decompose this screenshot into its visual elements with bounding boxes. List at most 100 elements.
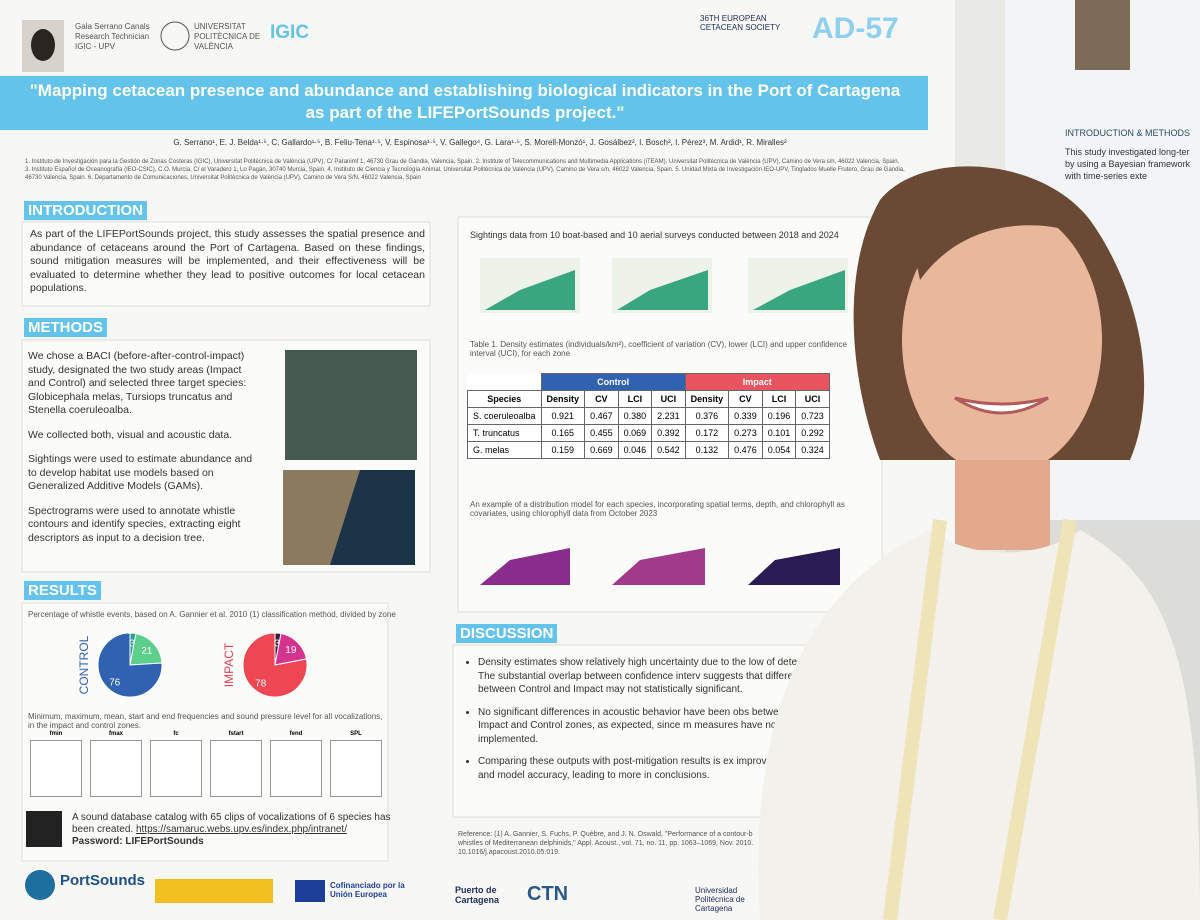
cell: 0.046 bbox=[617, 441, 653, 459]
cell: 0.132 bbox=[684, 441, 730, 459]
violin-panel: fend bbox=[270, 731, 322, 797]
column-header: Density bbox=[540, 390, 586, 408]
violin-title: SPL bbox=[350, 731, 362, 737]
violin-title: fend bbox=[289, 731, 303, 737]
map-heat bbox=[480, 548, 570, 585]
footer-logo: CTN bbox=[527, 883, 569, 905]
person-org: IGIC - UPV bbox=[75, 42, 116, 51]
institute: IGIC bbox=[270, 22, 310, 43]
methods-text: We chose a BACI (before-after-control-im… bbox=[28, 350, 260, 556]
pie-value: 21 bbox=[141, 646, 153, 657]
violin-panel: fmax bbox=[90, 731, 142, 797]
section-heading: INTRODUCTION bbox=[24, 201, 147, 220]
discussion-list: Density estimates show relatively high u… bbox=[460, 656, 828, 791]
distribution-caption: An example of a distribution model for e… bbox=[470, 500, 845, 518]
cell: S. coeruleoalba bbox=[467, 407, 542, 425]
map-sea-2 bbox=[330, 470, 415, 565]
methods-paragraph: Spectrograms were used to annotate whist… bbox=[28, 504, 241, 544]
column-header: Density bbox=[684, 390, 730, 408]
reference: Reference: (1) A. Gannier, S. Fuchs, P. … bbox=[458, 831, 754, 856]
sightings-caption: Sightings data from 10 boat-based and 10… bbox=[470, 230, 839, 240]
column-header: LCI bbox=[617, 390, 653, 408]
intro-text: As part of the LIFEPortSounds project, t… bbox=[30, 228, 425, 294]
map-heat bbox=[612, 548, 705, 585]
footer-logo: Universidad Politécnica de Cartagena bbox=[695, 886, 745, 913]
group-row: Control Impact bbox=[468, 373, 830, 391]
violin-plots: fmin fmax fc fstart fend SPL bbox=[30, 731, 390, 800]
table-row: G. melas 0.159 0.669 0.046 0.542 0.132 0.476 0.… bbox=[467, 441, 830, 459]
spain-logo bbox=[155, 879, 273, 903]
discussion-bullet: No significant differences in acoustic b… bbox=[478, 706, 828, 747]
cell bbox=[468, 374, 542, 391]
intro-box bbox=[21, 221, 431, 307]
cell: 0.324 bbox=[795, 441, 830, 459]
neighbor-text: This study investigated long-ter by usin… bbox=[1065, 147, 1191, 181]
pie-slice bbox=[242, 632, 308, 698]
database-block: A sound database catalog with 65 clips o… bbox=[72, 812, 392, 848]
title-bar bbox=[0, 76, 928, 130]
map-heat bbox=[753, 270, 845, 310]
discussion-bullet: Density estimates show relatively high u… bbox=[478, 656, 828, 697]
cell: 0.165 bbox=[540, 424, 586, 442]
cell: 0.380 bbox=[617, 407, 653, 425]
database-text: A sound database catalog with 65 clips o… bbox=[72, 812, 391, 835]
cell: 0.921 bbox=[540, 407, 586, 425]
map-heat bbox=[617, 270, 708, 310]
pie-value: 19 bbox=[285, 645, 297, 656]
shirt bbox=[758, 530, 1200, 920]
violin-panel: fmin bbox=[30, 731, 82, 797]
eu-flag bbox=[295, 880, 325, 902]
cell: 0.069 bbox=[617, 424, 653, 442]
pie-slice bbox=[129, 632, 163, 666]
cell: 0.172 bbox=[684, 424, 730, 442]
cell: T. truncatus bbox=[467, 424, 542, 442]
cell: 0.455 bbox=[584, 424, 619, 442]
upv-logo bbox=[160, 21, 190, 51]
violin-title: fmin bbox=[49, 731, 63, 737]
discussion-bullet: Comparing these outputs with post-mitiga… bbox=[478, 755, 828, 782]
results-box bbox=[21, 602, 389, 862]
table-caption: Table 1. Density estimates (individuals/… bbox=[470, 340, 847, 358]
password: Password: LIFEPortSounds bbox=[72, 836, 204, 847]
section-heading: DISCUSSION bbox=[456, 624, 558, 643]
sighting-maps bbox=[480, 258, 848, 313]
neighbor-heading: INTRODUCTION & METHODS bbox=[1065, 128, 1190, 138]
map-sea bbox=[285, 350, 417, 460]
header-row: Species Density CV LCI UCI Density CV LCI UCI bbox=[467, 390, 830, 408]
pie-slice bbox=[97, 632, 163, 698]
footer-logo: PortSounds bbox=[60, 872, 145, 889]
violin-panel: fstart bbox=[210, 731, 262, 797]
person-role: Research Technician bbox=[75, 32, 150, 41]
violin-title: fc bbox=[173, 731, 179, 737]
author-hair bbox=[31, 29, 55, 61]
pie-value: 3 bbox=[129, 639, 135, 650]
section-heading: RESULTS bbox=[24, 581, 101, 600]
lanyard bbox=[883, 518, 1077, 920]
portsounds-logo bbox=[25, 870, 55, 900]
methods-paragraph: We chose a BACI (before-after-control-im… bbox=[28, 350, 247, 416]
person-block: Gala Serrano Canals Research Technician … bbox=[75, 22, 150, 52]
violin-panel: SPL bbox=[330, 731, 382, 797]
database-link[interactable]: https://samaruc.webs.upv.es/index.php/in… bbox=[135, 824, 347, 835]
cell: 0.467 bbox=[584, 407, 619, 425]
affiliations: 1. Instituto de Investigación para la Ge… bbox=[25, 159, 905, 181]
pie-value: 76 bbox=[109, 677, 121, 688]
results-caption: Percentage of whistle events, based on A… bbox=[28, 610, 396, 619]
person-name: Gala Serrano Canals bbox=[75, 22, 150, 31]
neck bbox=[955, 460, 1050, 550]
poster-code: AD-57 bbox=[812, 12, 899, 45]
cell: 0.392 bbox=[651, 424, 686, 442]
column-header: Species bbox=[467, 390, 542, 408]
distribution-maps bbox=[480, 548, 840, 585]
footer-logo: Puerto de Cartagena bbox=[455, 885, 500, 905]
methods-paragraph: Sightings were used to estimate abundanc… bbox=[28, 453, 253, 492]
map-heat bbox=[748, 548, 840, 585]
violin-title: fmax bbox=[108, 731, 123, 737]
column-header: UCI bbox=[651, 390, 686, 408]
density-table: Control Impact Species Density CV LCI UCI Densi… bbox=[467, 373, 830, 459]
pie-value: 78 bbox=[255, 678, 267, 689]
pie-slice bbox=[274, 632, 308, 666]
section-heading: METHODS bbox=[24, 318, 107, 337]
pie-label: IMPACT bbox=[222, 642, 236, 687]
table-row: T. truncatus 0.165 0.455 0.069 0.392 0.172 0.2… bbox=[467, 424, 830, 442]
